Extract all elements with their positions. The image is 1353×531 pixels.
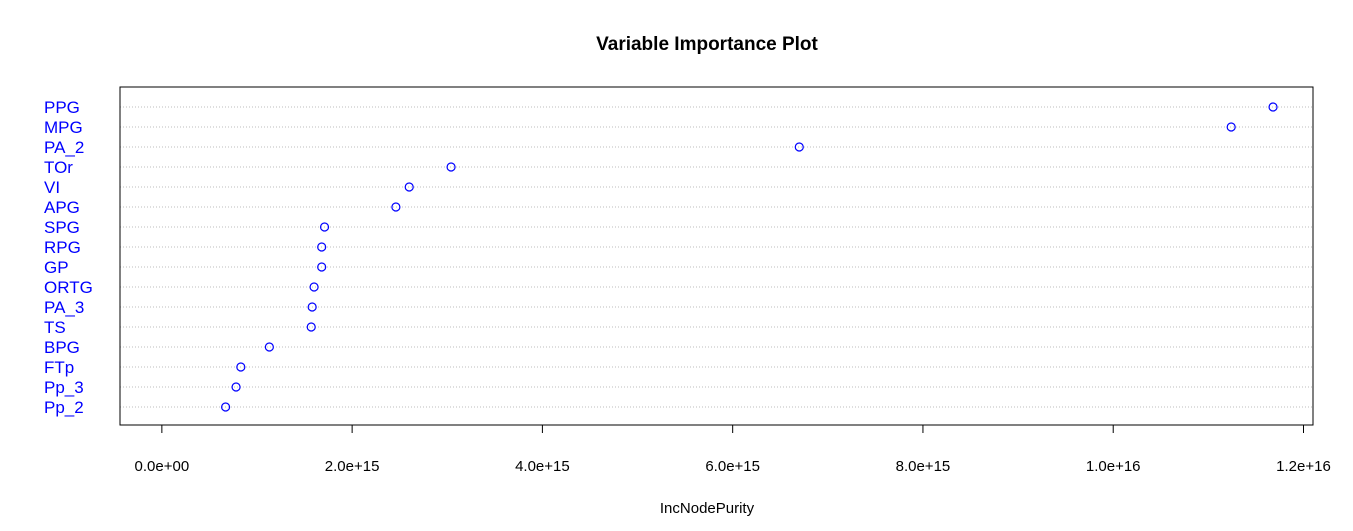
data-point-vi — [404, 182, 414, 192]
x-tick-label: 6.0e+15 — [705, 458, 760, 475]
category-label: Pp_2 — [44, 398, 84, 417]
x-axis-label: IncNodePurity — [660, 500, 755, 517]
data-point-bpg — [264, 342, 274, 352]
category-label: VI — [44, 178, 60, 197]
category-label: ORTG — [44, 278, 93, 297]
data-point-pa-3 — [307, 302, 317, 312]
points-layer — [221, 102, 1278, 412]
x-tick-label: 4.0e+15 — [515, 458, 570, 475]
x-tick-label: 2.0e+15 — [325, 458, 380, 475]
x-tick-label: 1.0e+16 — [1086, 458, 1141, 475]
data-point-ts — [306, 322, 316, 332]
data-point-pp-2 — [221, 402, 231, 412]
data-point-gp — [317, 262, 327, 272]
data-point-pp-3 — [231, 382, 241, 392]
category-label: SPG — [44, 218, 80, 237]
category-label: RPG — [44, 238, 81, 257]
data-point-rpg — [317, 242, 327, 252]
category-label: PA_2 — [44, 138, 84, 157]
category-label: BPG — [44, 338, 80, 357]
x-axis: 0.0e+00 2.0e+15 4.0e+15 6.0e+15 8.0e+15 1.0e+… — [135, 424, 1331, 475]
category-label: PA_3 — [44, 298, 84, 317]
category-label: GP — [44, 258, 69, 277]
data-point-apg — [391, 202, 401, 212]
category-label: Pp_3 — [44, 378, 84, 397]
data-point-mpg — [1226, 122, 1236, 132]
chart-title: Variable Importance Plot — [596, 34, 818, 55]
x-tick-label: 8.0e+15 — [896, 458, 951, 475]
category-labels: PPGMPGPA_2TOrVIAPGSPGRPGGPORTGPA_3TSBPGF… — [44, 98, 93, 417]
category-label: FTp — [44, 358, 74, 377]
plot-frame — [119, 86, 1314, 426]
category-label: APG — [44, 198, 80, 217]
data-point-spg — [319, 222, 330, 232]
category-label: PPG — [44, 98, 80, 117]
category-label: MPG — [44, 118, 83, 137]
category-label: TOr — [44, 158, 73, 177]
grid-layer — [120, 106, 1313, 408]
data-point-tor — [446, 162, 456, 172]
data-point-ortg — [309, 282, 319, 292]
category-label: TS — [44, 318, 66, 337]
data-point-ftp — [236, 362, 246, 372]
x-tick-label: 0.0e+00 — [135, 458, 190, 475]
data-point-ppg — [1268, 102, 1278, 112]
data-point-pa-2 — [794, 142, 804, 152]
x-tick-label: 1.2e+16 — [1276, 458, 1331, 475]
